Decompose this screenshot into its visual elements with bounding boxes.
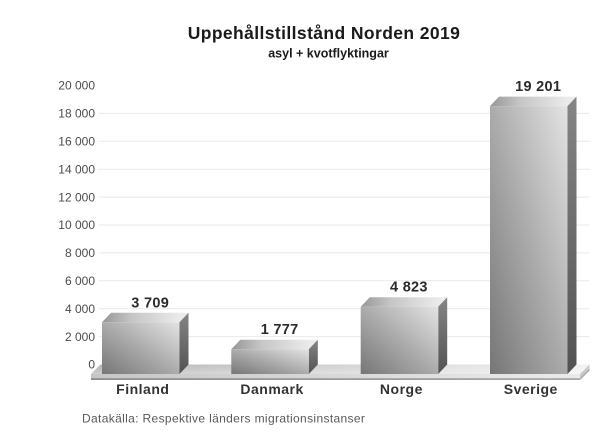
- svg-text:16 000: 16 000: [58, 135, 95, 149]
- svg-text:Datakälla: Respektive länders: Datakälla: Respektive länders migrations…: [82, 412, 365, 426]
- svg-text:20 000: 20 000: [58, 79, 95, 93]
- svg-text:0: 0: [88, 358, 95, 372]
- svg-text:2 000: 2 000: [65, 330, 95, 344]
- svg-text:asyl + kvotflyktingar: asyl + kvotflyktingar: [268, 47, 389, 61]
- svg-text:Finland: Finland: [116, 381, 169, 397]
- svg-text:Uppehållstillstånd Norden 2019: Uppehållstillstånd Norden 2019: [188, 23, 461, 43]
- svg-text:18 000: 18 000: [58, 107, 95, 121]
- svg-text:19 201: 19 201: [515, 79, 561, 95]
- svg-text:Sverige: Sverige: [504, 381, 558, 397]
- svg-text:12 000: 12 000: [58, 190, 95, 204]
- svg-text:Norge: Norge: [380, 381, 423, 397]
- svg-text:Danmark: Danmark: [240, 381, 303, 397]
- svg-text:1 777: 1 777: [261, 322, 299, 338]
- svg-text:4 000: 4 000: [65, 302, 95, 316]
- svg-text:6 000: 6 000: [65, 274, 95, 288]
- svg-text:8 000: 8 000: [65, 246, 95, 260]
- svg-text:10 000: 10 000: [58, 218, 95, 232]
- svg-text:3 709: 3 709: [131, 295, 169, 311]
- svg-text:4 823: 4 823: [390, 280, 428, 296]
- svg-text:14 000: 14 000: [58, 162, 95, 176]
